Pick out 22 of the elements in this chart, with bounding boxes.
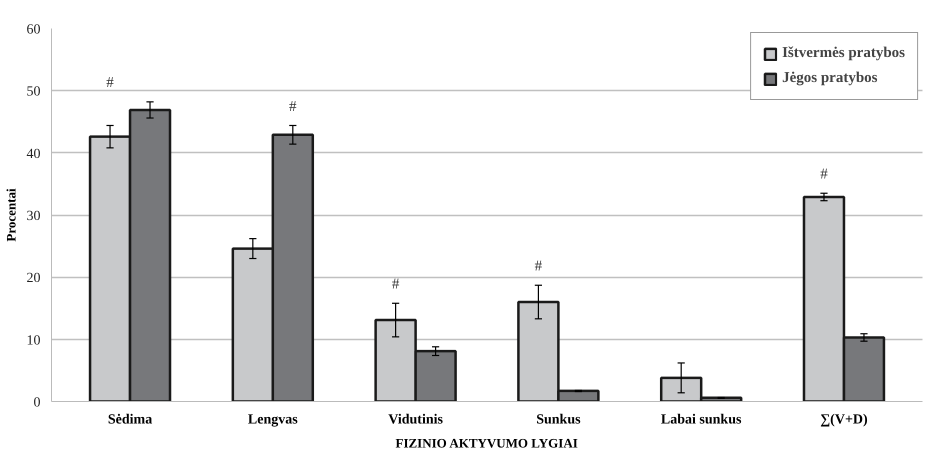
x-axis-title: FIZINIO AKTYVUMO LYGIAI: [396, 436, 578, 450]
data-label: #: [820, 166, 828, 183]
y-tick-label: 50: [26, 84, 40, 100]
y-tick-label: 40: [26, 146, 40, 162]
y-tick-label: 0: [34, 396, 40, 410]
y-tick-label: 10: [26, 333, 40, 348]
x-tick-label: Vidutinis: [388, 412, 444, 428]
legend-label: Jėgos pratybos: [782, 70, 878, 87]
y-tick-label: 30: [26, 209, 40, 224]
x-tick-label: Sėdima: [108, 412, 152, 428]
x-tick-label: Sunkus: [536, 412, 582, 428]
x-tick-label: Labai sunkus: [660, 412, 742, 428]
legend-label: Ištvermės pratybos: [782, 45, 905, 62]
x-tick-label: ∑(V+D): [820, 412, 868, 428]
data-label: #: [392, 276, 400, 293]
y-axis-title: Procentai: [4, 188, 18, 242]
data-label: #: [534, 258, 543, 275]
y-tick-label: 20: [26, 271, 40, 286]
data-label: #: [106, 75, 114, 92]
y-tick-label: 60: [26, 22, 40, 38]
x-tick-label: Lengvas: [248, 412, 298, 428]
data-label: #: [289, 98, 298, 115]
